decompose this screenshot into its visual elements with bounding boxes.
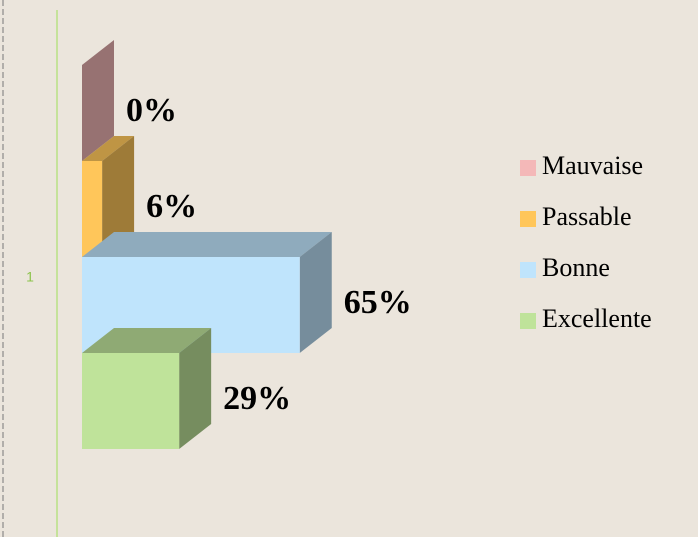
bar-front (82, 161, 103, 257)
bar-top (82, 232, 332, 257)
bar-front (82, 353, 180, 449)
bar-top (82, 328, 212, 353)
legend-label: Excellente (542, 304, 652, 333)
legend-label: Bonne (542, 253, 610, 282)
value-label: 29% (223, 380, 291, 417)
legend-label: Passable (542, 202, 632, 231)
legend-swatch (520, 313, 536, 329)
legend-label: Mauvaise (542, 151, 643, 180)
value-label: 6% (146, 188, 197, 225)
bar-side (179, 328, 212, 449)
bar (82, 40, 114, 161)
bar-side (102, 136, 135, 257)
bar-side (299, 232, 332, 353)
bar-top (82, 136, 135, 161)
bar (82, 328, 212, 449)
value-label: 0% (126, 92, 177, 129)
legend-swatch (520, 262, 536, 278)
legend-swatch (520, 160, 536, 176)
legend-swatch (520, 211, 536, 227)
category-label: 1 (26, 269, 34, 285)
value-label: 65% (344, 284, 412, 321)
bar (82, 136, 135, 257)
bar-side (82, 40, 114, 161)
